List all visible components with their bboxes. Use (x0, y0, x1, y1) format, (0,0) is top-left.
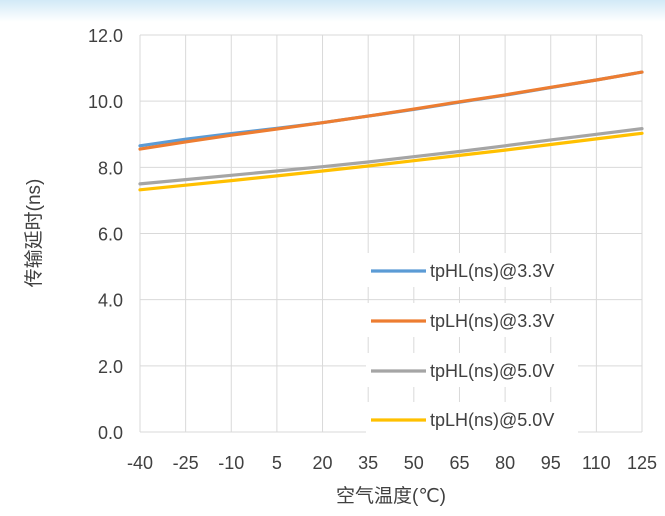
legend-label: tpLH(ns)@5.0V (430, 410, 554, 430)
legend: tpHL(ns)@3.3V tpLH(ns)@3.3V tpHL(ns)@5.0V t… (366, 253, 578, 436)
x-tick-label: -40 (127, 453, 153, 473)
x-tick-label: 35 (358, 453, 378, 473)
series-line-4 (138, 131, 644, 192)
y-axis-ticks: 0.0 2.0 4.0 6.0 8.0 10.0 12.0 (88, 26, 123, 443)
x-tick-label: -25 (173, 453, 199, 473)
x-axis-label: 空气温度(℃) (336, 485, 446, 507)
y-tick-label: 8.0 (98, 158, 123, 178)
y-tick-label: 2.0 (98, 357, 123, 377)
x-tick-label: 5 (272, 453, 282, 473)
y-tick-label: 12.0 (88, 26, 123, 46)
series-line-3 (138, 127, 644, 186)
y-axis-label: 传输延时(ns) (23, 179, 45, 288)
legend-label: tpLH(ns)@3.3V (430, 311, 554, 331)
series-line-2 (138, 70, 644, 151)
legend-label: tpHL(ns)@3.3V (430, 261, 554, 281)
x-tick-label: 110 (582, 453, 611, 473)
x-tick-label: 65 (449, 453, 469, 473)
y-tick-label: 10.0 (88, 92, 123, 112)
y-tick-label: 6.0 (98, 225, 123, 245)
y-tick-label: 4.0 (98, 291, 123, 311)
x-tick-label: 95 (541, 453, 561, 473)
x-tick-label: -10 (218, 453, 244, 473)
x-axis-ticks: -40 -25 -10 5 20 35 50 65 80 95 110 125 (127, 453, 657, 473)
x-tick-label: 125 (627, 453, 657, 473)
y-tick-label: 0.0 (98, 423, 123, 443)
x-tick-label: 80 (495, 453, 515, 473)
series-lines (138, 70, 644, 192)
x-tick-label: 20 (313, 453, 333, 473)
x-tick-label: 50 (404, 453, 424, 473)
legend-label: tpHL(ns)@5.0V (430, 361, 554, 381)
watermark-band (0, 0, 665, 22)
